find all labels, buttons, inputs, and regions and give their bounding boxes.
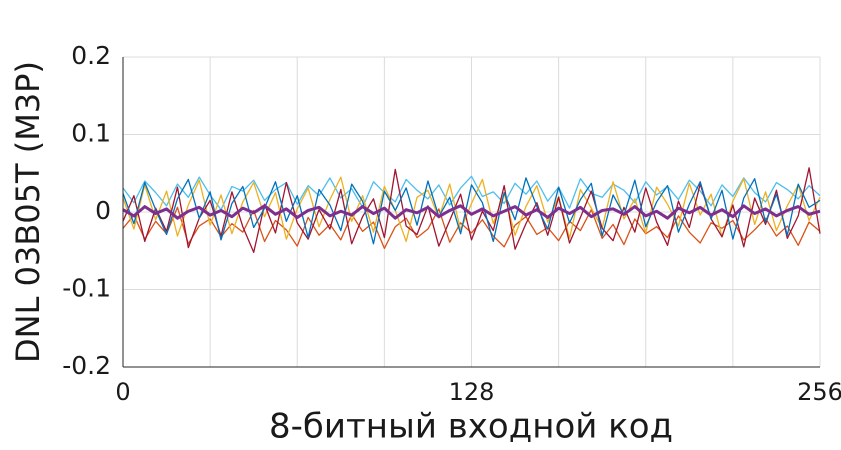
x-axis-label: 8-битный входной код (269, 407, 673, 447)
y-tick-label: 0.1 (71, 119, 111, 148)
y-tick-label: -0.2 (62, 351, 111, 380)
series-line (122, 204, 821, 220)
x-tick-label: 256 (797, 378, 841, 406)
x-tick-label: 0 (115, 378, 130, 406)
y-tick-label: -0.1 (62, 274, 111, 303)
x-tick-label: 128 (449, 378, 495, 406)
y-tick-label: 0.2 (71, 41, 111, 70)
series-line (122, 177, 821, 245)
series-line (122, 206, 821, 250)
y-axis-label: DNL 03B05T (M3P) (9, 61, 47, 363)
y-tick-label: 0 (95, 196, 111, 225)
